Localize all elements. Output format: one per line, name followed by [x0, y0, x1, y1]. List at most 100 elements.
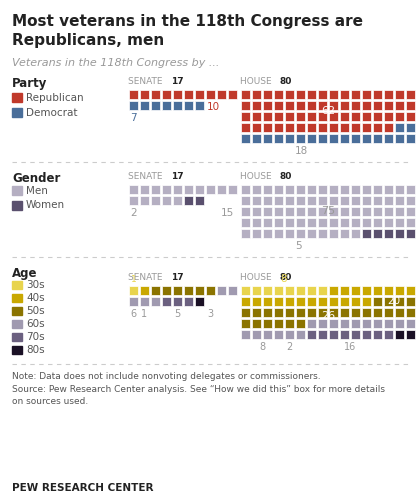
- Text: 17: 17: [171, 172, 184, 181]
- FancyBboxPatch shape: [395, 123, 404, 132]
- FancyBboxPatch shape: [296, 297, 305, 306]
- FancyBboxPatch shape: [307, 330, 316, 339]
- FancyBboxPatch shape: [252, 286, 261, 295]
- FancyBboxPatch shape: [351, 196, 360, 205]
- FancyBboxPatch shape: [252, 330, 261, 339]
- FancyBboxPatch shape: [340, 330, 349, 339]
- Text: 50s: 50s: [26, 306, 45, 316]
- FancyBboxPatch shape: [362, 196, 371, 205]
- FancyBboxPatch shape: [263, 286, 272, 295]
- FancyBboxPatch shape: [340, 112, 349, 121]
- FancyBboxPatch shape: [318, 308, 327, 317]
- FancyBboxPatch shape: [373, 123, 382, 132]
- FancyBboxPatch shape: [351, 90, 360, 99]
- Text: 60s: 60s: [26, 319, 45, 329]
- FancyBboxPatch shape: [406, 185, 415, 194]
- FancyBboxPatch shape: [162, 185, 171, 194]
- FancyBboxPatch shape: [373, 330, 382, 339]
- FancyBboxPatch shape: [285, 196, 294, 205]
- FancyBboxPatch shape: [373, 308, 382, 317]
- FancyBboxPatch shape: [129, 286, 138, 295]
- FancyBboxPatch shape: [318, 286, 327, 295]
- FancyBboxPatch shape: [241, 90, 250, 99]
- Text: 20: 20: [387, 296, 401, 306]
- Text: 80: 80: [280, 77, 292, 86]
- FancyBboxPatch shape: [241, 297, 250, 306]
- FancyBboxPatch shape: [162, 196, 171, 205]
- FancyBboxPatch shape: [395, 134, 404, 143]
- FancyBboxPatch shape: [129, 196, 138, 205]
- FancyBboxPatch shape: [206, 286, 215, 295]
- FancyBboxPatch shape: [307, 297, 316, 306]
- FancyBboxPatch shape: [140, 101, 149, 110]
- FancyBboxPatch shape: [406, 123, 415, 132]
- FancyBboxPatch shape: [140, 196, 149, 205]
- FancyBboxPatch shape: [362, 185, 371, 194]
- FancyBboxPatch shape: [340, 308, 349, 317]
- FancyBboxPatch shape: [285, 297, 294, 306]
- FancyBboxPatch shape: [340, 90, 349, 99]
- FancyBboxPatch shape: [228, 286, 237, 295]
- FancyBboxPatch shape: [263, 207, 272, 216]
- Bar: [12, 201, 22, 210]
- FancyBboxPatch shape: [285, 123, 294, 132]
- Text: 26: 26: [321, 311, 335, 321]
- FancyBboxPatch shape: [384, 101, 393, 110]
- FancyBboxPatch shape: [162, 90, 171, 99]
- FancyBboxPatch shape: [329, 319, 338, 328]
- FancyBboxPatch shape: [252, 134, 261, 143]
- FancyBboxPatch shape: [241, 286, 250, 295]
- FancyBboxPatch shape: [274, 90, 283, 99]
- FancyBboxPatch shape: [406, 134, 415, 143]
- FancyBboxPatch shape: [340, 286, 349, 295]
- FancyBboxPatch shape: [184, 185, 193, 194]
- FancyBboxPatch shape: [241, 308, 250, 317]
- FancyBboxPatch shape: [263, 330, 272, 339]
- FancyBboxPatch shape: [351, 319, 360, 328]
- FancyBboxPatch shape: [329, 112, 338, 121]
- FancyBboxPatch shape: [329, 90, 338, 99]
- FancyBboxPatch shape: [263, 112, 272, 121]
- FancyBboxPatch shape: [285, 319, 294, 328]
- FancyBboxPatch shape: [373, 134, 382, 143]
- FancyBboxPatch shape: [384, 90, 393, 99]
- FancyBboxPatch shape: [373, 229, 382, 238]
- FancyBboxPatch shape: [241, 330, 250, 339]
- FancyBboxPatch shape: [274, 123, 283, 132]
- FancyBboxPatch shape: [351, 308, 360, 317]
- FancyBboxPatch shape: [296, 112, 305, 121]
- FancyBboxPatch shape: [129, 90, 138, 99]
- Text: 80s: 80s: [26, 345, 45, 355]
- FancyBboxPatch shape: [351, 229, 360, 238]
- Text: 30s: 30s: [26, 280, 45, 290]
- FancyBboxPatch shape: [252, 319, 261, 328]
- FancyBboxPatch shape: [184, 196, 193, 205]
- FancyBboxPatch shape: [206, 185, 215, 194]
- FancyBboxPatch shape: [241, 101, 250, 110]
- FancyBboxPatch shape: [252, 90, 261, 99]
- FancyBboxPatch shape: [318, 123, 327, 132]
- FancyBboxPatch shape: [318, 207, 327, 216]
- Text: HOUSE: HOUSE: [240, 273, 275, 282]
- FancyBboxPatch shape: [384, 330, 393, 339]
- FancyBboxPatch shape: [173, 185, 182, 194]
- FancyBboxPatch shape: [384, 218, 393, 227]
- Text: 2: 2: [130, 208, 136, 218]
- FancyBboxPatch shape: [395, 286, 404, 295]
- FancyBboxPatch shape: [373, 196, 382, 205]
- FancyBboxPatch shape: [241, 123, 250, 132]
- FancyBboxPatch shape: [307, 229, 316, 238]
- FancyBboxPatch shape: [406, 112, 415, 121]
- FancyBboxPatch shape: [329, 134, 338, 143]
- FancyBboxPatch shape: [384, 185, 393, 194]
- FancyBboxPatch shape: [340, 101, 349, 110]
- Text: 17: 17: [171, 77, 184, 86]
- FancyBboxPatch shape: [395, 297, 404, 306]
- FancyBboxPatch shape: [217, 90, 226, 99]
- FancyBboxPatch shape: [274, 308, 283, 317]
- FancyBboxPatch shape: [406, 319, 415, 328]
- FancyBboxPatch shape: [263, 308, 272, 317]
- FancyBboxPatch shape: [263, 319, 272, 328]
- FancyBboxPatch shape: [395, 319, 404, 328]
- FancyBboxPatch shape: [329, 123, 338, 132]
